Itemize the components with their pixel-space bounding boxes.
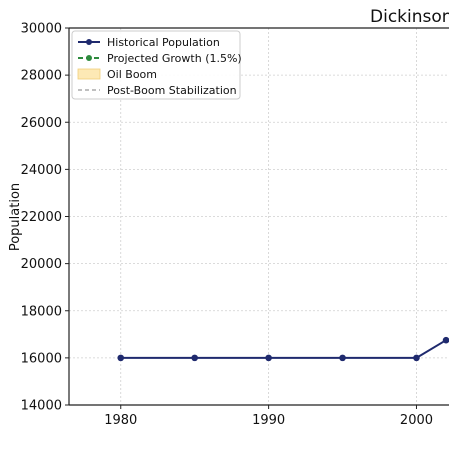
axes [65, 27, 449, 409]
series-layer [117, 336, 449, 362]
data-point [442, 336, 449, 344]
y-tick-label: 26000 [21, 116, 62, 131]
series-line [120, 339, 447, 359]
legend-entry: Projected Growth (1.5%) [78, 52, 242, 65]
x-tick-label: 1990 [252, 413, 285, 428]
tick-labels: 14000 16000 18000 20000 22000 24000 26000 28000… [21, 22, 433, 429]
y-tick-label: 30000 [21, 22, 62, 37]
data-point [191, 354, 198, 362]
y-tick-label: 16000 [21, 351, 62, 366]
y-axis-label: Population [8, 183, 23, 251]
y-tick-label: 14000 [21, 399, 62, 414]
chart-title: Dickinson [370, 7, 449, 27]
y-tick-label: 18000 [21, 304, 62, 319]
legend-label: Post-Boom Stabilization [107, 84, 237, 97]
legend-entry: Historical Population [78, 36, 220, 49]
legend: Historical Population Projected Growth (1… [71, 30, 242, 100]
data-point [265, 354, 272, 362]
legend-entry: Post-Boom Stabilization [78, 84, 237, 97]
legend-label: Projected Growth (1.5%) [107, 52, 242, 65]
data-point [339, 354, 346, 362]
x-tick-label: 2000 [400, 413, 433, 428]
legend-marker [86, 39, 92, 45]
legend-entry: Oil Boom [77, 68, 157, 81]
data-point [413, 354, 420, 362]
y-tick-label: 22000 [21, 210, 62, 225]
y-tick-label: 24000 [21, 163, 62, 178]
data-point [117, 354, 125, 362]
legend-marker [86, 55, 92, 61]
legend-box [71, 30, 241, 100]
legend-label: Historical Population [107, 36, 220, 49]
legend-label: Oil Boom [107, 68, 157, 81]
x-tick-label: 1980 [104, 413, 137, 428]
y-tick-label: 20000 [21, 257, 62, 272]
y-tick-label: 28000 [21, 69, 62, 84]
legend-swatch [77, 68, 101, 80]
